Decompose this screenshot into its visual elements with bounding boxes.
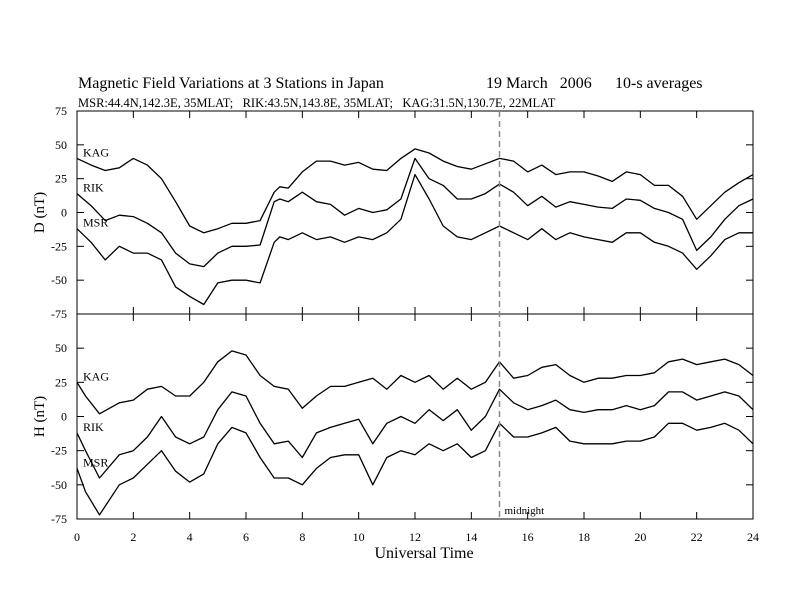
x-tick-label: 10	[353, 530, 365, 544]
midnight-label: midnight	[505, 505, 545, 517]
x-tick-label: 22	[691, 530, 703, 544]
x-tick-label: 12	[409, 530, 421, 544]
series-line-rik	[76, 388, 754, 479]
x-tick-label: 8	[299, 530, 305, 544]
chart-title: Magnetic Field Variations at 3 Stations …	[78, 75, 384, 92]
series-line-rik	[76, 157, 754, 268]
y-tick-label: 0	[61, 206, 67, 220]
panel-frame-1	[76, 313, 754, 520]
y-tick-label: -75	[51, 307, 67, 321]
x-tick-label: 2	[130, 530, 136, 544]
y-tick-label: -25	[51, 239, 67, 253]
y-tick-label: 25	[55, 172, 67, 186]
series-line-msr	[76, 422, 754, 516]
y-tick-label: 25	[55, 375, 67, 389]
x-tick-label: 18	[578, 530, 590, 544]
x-tick-label: 16	[522, 530, 534, 544]
series-label-kag: KAG	[83, 369, 109, 383]
y-tick-label: 50	[55, 138, 67, 152]
y-tick-label: -75	[51, 512, 67, 526]
series-line-kag	[76, 350, 754, 415]
series-line-msr	[76, 173, 753, 306]
y-tick-label: -50	[51, 273, 67, 287]
chart-subtitle: MSR:44.4N,142.3E, 35MLAT; RIK:43.5N,143.…	[78, 96, 556, 110]
panel-frame-0	[76, 110, 754, 315]
x-tick-label: 4	[187, 530, 193, 544]
y-axis-label: H (nT)	[32, 396, 48, 437]
y-axis-label: D (nT)	[32, 192, 48, 233]
x-tick-label: 0	[74, 530, 80, 544]
series-line-kag	[76, 148, 754, 234]
series-label-msr: MSR	[83, 216, 108, 230]
panels: 75 50 25 0 -25 -50 -75 D (nT) KAG RIK MSR 50 25 0 -25 -…	[32, 104, 759, 544]
y-tick-label: -50	[51, 478, 67, 492]
chart-averaging: 10-s averages	[615, 75, 703, 92]
series-label-msr: MSR	[83, 455, 108, 469]
series-label-kag: KAG	[83, 145, 109, 159]
series-label-rik: RIK	[83, 181, 104, 195]
y-tick-label: 50	[55, 341, 67, 355]
x-tick-label: 24	[747, 530, 759, 544]
x-tick-label: 20	[634, 530, 646, 544]
y-tick-label: 75	[55, 104, 67, 118]
series-label-rik: RIK	[83, 420, 104, 434]
y-tick-label: -25	[51, 444, 67, 458]
x-axis-label: Universal Time	[374, 545, 473, 562]
x-tick-label: 14	[465, 530, 477, 544]
y-tick-label: 0	[61, 410, 67, 424]
x-tick-label: 6	[243, 530, 249, 544]
chart-date: 19 March 2006	[486, 75, 592, 92]
